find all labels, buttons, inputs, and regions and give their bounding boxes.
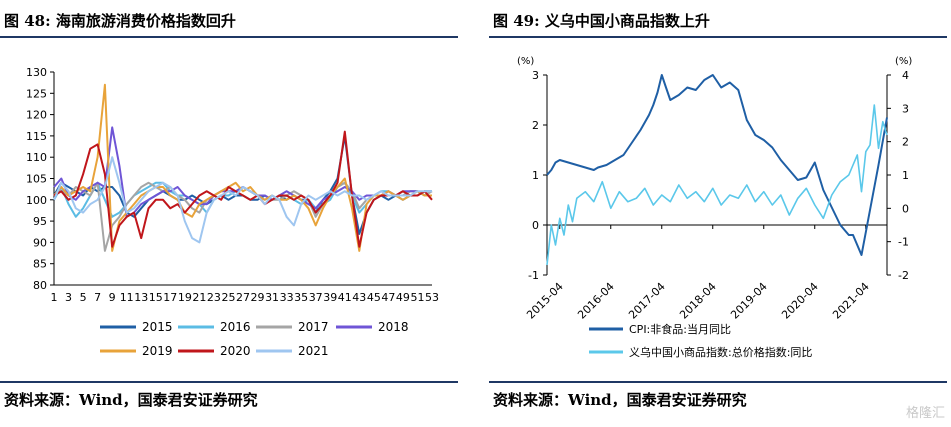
left-x-tick-label: 5 [80,291,87,304]
series-line-2021 [53,156,432,244]
left-chart-title: 图 48: 海南旅游消费价格指数回升 [4,12,236,30]
right-x-tick-label: 2015-04 [524,280,566,322]
left-axis-unit: (%) [517,56,534,67]
left-x-tick-label: 17 [163,291,177,304]
right-right-y-tick-label: 1 [902,169,909,182]
right-left-y-tick-label: 2 [532,119,539,132]
right-right-y-tick-label: -1 [898,236,909,249]
legend-label-2017: 2017 [298,320,329,334]
left-y-tick-label: 130 [26,66,47,79]
left-x-tick-label: 41 [338,291,352,304]
legend-label-yiwu-index: 义乌中国小商品指数:总价格指数:同比 [629,345,812,359]
right-left-y-tick-label: -1 [528,269,539,282]
right-axis-unit: (%) [895,56,912,67]
series-line-yiwu-index [546,104,888,266]
right-x-tick-label: 2021-04 [830,280,872,322]
right-right-y-tick-label: 2 [902,136,909,149]
left-y-tick-label: 125 [26,87,47,100]
right-source-note: 资料来源：Wind，国泰君安证券研究 [493,391,747,409]
left-x-tick-label: 21 [192,291,206,304]
left-x-tick-label: 47 [381,291,395,304]
right-source-rule [489,381,947,383]
left-source-rule [0,381,458,383]
left-y-tick-label: 85 [33,258,47,271]
right-chart-svg: (%) (%) -1 0 1 2 3 -2 -1 0 1 2 3 4 2015-04 2016-04 2017-… [517,56,912,359]
right-right-y-tick-label: 4 [902,69,909,82]
series-line-2020 [53,130,433,248]
legend-label-2020: 2020 [220,344,251,358]
right-left-y-tick-label: 0 [532,219,539,232]
left-x-tick-label: 11 [120,291,134,304]
watermark-logo: 格隆汇 [905,406,945,421]
left-y-tick-label: 115 [26,130,47,143]
left-x-tick-label: 45 [367,291,381,304]
right-x-tick-label: 2016-04 [575,280,617,322]
left-y-tick-label: 120 [26,109,47,122]
legend-label-2019: 2019 [142,344,173,358]
right-x-tick-label: 2020-04 [779,280,821,322]
left-x-tick-label: 9 [109,291,116,304]
right-chart-panel: 图 49: 义乌中国小商品指数上升 (%) (%) -1 0 1 2 3 -2 -1 0 1 2 3 4 2… [489,0,951,427]
left-y-tick-label: 100 [26,194,47,207]
right-chart-title: 图 49: 义乌中国小商品指数上升 [493,12,710,30]
left-y-tick-label: 90 [33,236,47,249]
legend-label-2021: 2021 [298,344,329,358]
legend-label-2015: 2015 [142,320,173,334]
left-x-tick-label: 19 [178,291,192,304]
left-x-tick-label: 37 [309,291,323,304]
left-x-tick-label: 53 [425,291,439,304]
right-right-y-tick-label: 0 [902,202,909,215]
left-x-tick-label: 49 [396,291,410,304]
right-x-tick-label: 2019-04 [728,280,770,322]
right-left-y-tick-label: 1 [532,169,539,182]
right-x-tick-label: 2017-04 [626,280,668,322]
left-x-tick-label: 33 [280,291,294,304]
left-y-tick-label: 105 [26,173,47,186]
right-right-y-tick-label: 3 [902,102,909,115]
left-x-tick-label: 3 [65,291,72,304]
left-x-tick-label: 29 [251,291,265,304]
right-title-rule [489,36,947,38]
left-y-tick-label: 80 [33,279,47,292]
left-y-tick-label: 110 [26,151,47,164]
left-x-tick-label: 27 [236,291,250,304]
left-source-note: 资料来源：Wind，国泰君安证券研究 [4,391,258,409]
left-y-tick-label: 95 [33,215,47,228]
left-x-tick-label: 25 [221,291,235,304]
right-x-tick-label: 2018-04 [677,280,719,322]
left-x-tick-label: 51 [410,291,424,304]
left-x-tick-label: 7 [94,291,101,304]
left-x-tick-label: 15 [149,291,163,304]
right-right-y-tick-label: -2 [898,269,909,282]
left-x-tick-label: 43 [352,291,366,304]
left-x-tick-label: 1 [51,291,58,304]
left-x-tick-label: 31 [265,291,279,304]
left-chart-panel: 图 48: 海南旅游消费价格指数回升 80 85 90 95 100 105 110 115 1… [0,0,462,427]
left-x-tick-label: 13 [134,291,148,304]
legend-label-2018: 2018 [378,320,409,334]
left-x-tick-label: 35 [294,291,308,304]
right-left-y-tick-label: 3 [532,69,539,82]
left-x-tick-label: 39 [323,291,337,304]
legend-label-2016: 2016 [220,320,251,334]
left-title-rule [0,36,458,38]
legend-label-cpi-nonfood: CPI:非食品:当月同比 [629,322,731,336]
series-line-cpi-nonfood [546,74,888,256]
left-x-tick-label: 23 [207,291,221,304]
